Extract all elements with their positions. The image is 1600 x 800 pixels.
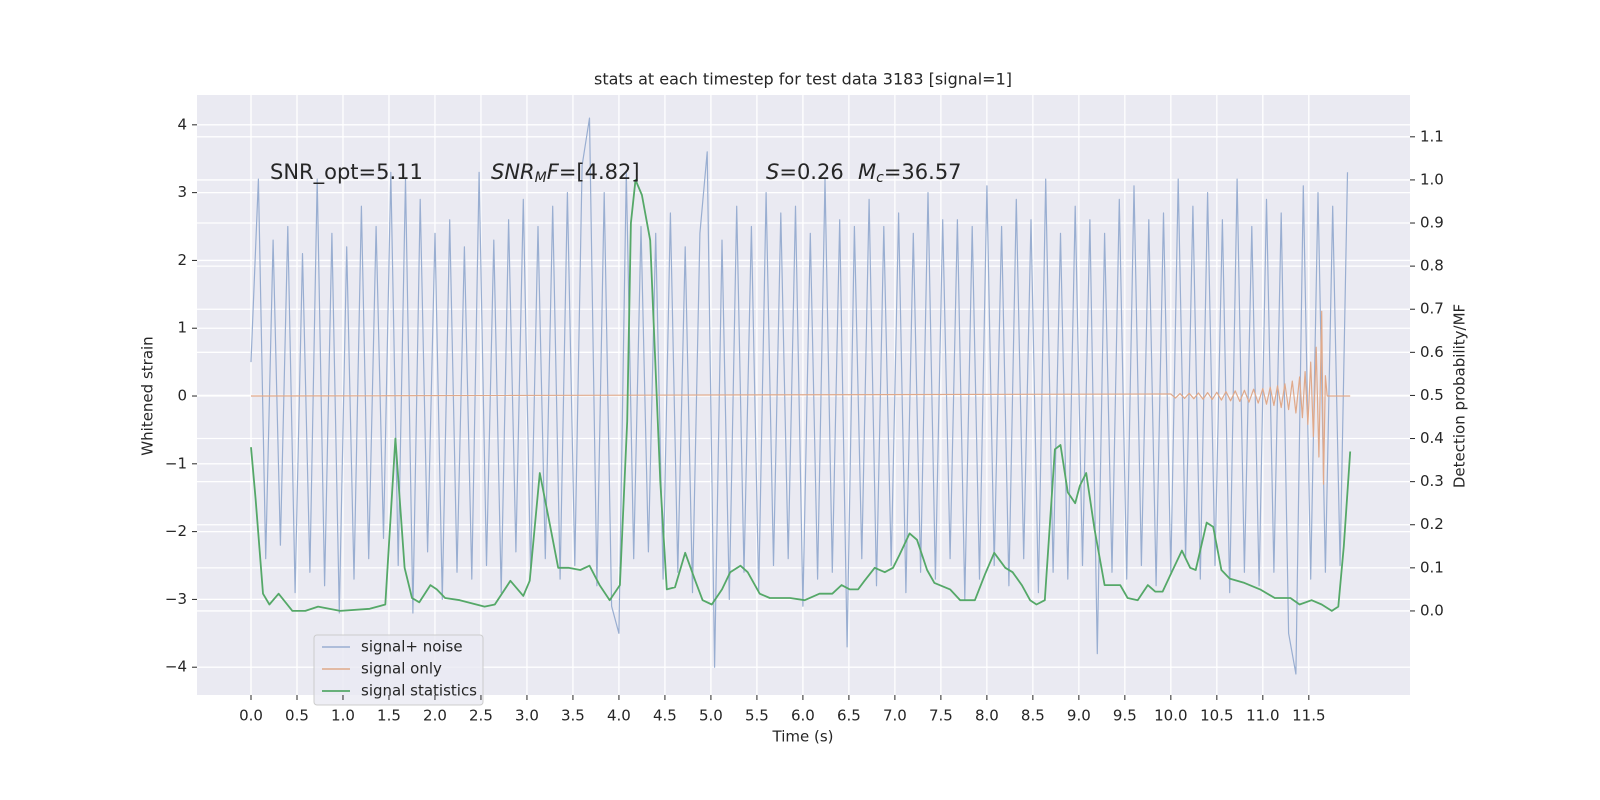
legend: signal+ noise signal only signal statistic… — [313, 634, 484, 706]
y2-tick-label: 0.0 — [1420, 601, 1444, 619]
x-tick-label: 7.0 — [883, 707, 907, 725]
y-tick-label: 1 — [177, 319, 187, 337]
y2-tick-label: 1.1 — [1420, 127, 1444, 145]
x-tick-label: 0.5 — [285, 707, 309, 725]
annotation-part: SNR_opt=5.11 — [270, 160, 423, 185]
y2-tick-label: 0.6 — [1420, 343, 1444, 361]
y-tick-label: −3 — [165, 590, 187, 608]
annotation-part: =0.26 — [779, 160, 843, 184]
x-tick-label: 10.0 — [1154, 707, 1187, 725]
y-tick-label: −4 — [165, 658, 187, 676]
annotation-part: S — [766, 160, 779, 184]
x-tick-label: 5.5 — [745, 707, 769, 725]
chart-title: stats at each timestep for test data 318… — [594, 70, 1012, 89]
annotation-part: F — [547, 160, 560, 184]
x-axis-label: Time (s) — [772, 728, 834, 746]
annotation: S=0.26 — [766, 160, 844, 184]
annotation: SNRMF=[4.82] — [491, 160, 640, 186]
annotation-part: =[4.82] — [559, 160, 640, 184]
x-tick-label: 4.0 — [607, 707, 631, 725]
y-axis-label: Whitened strain — [139, 336, 157, 455]
annotation: Mc=36.57 — [858, 160, 962, 186]
x-tick-label: 3.0 — [515, 707, 539, 725]
annotation-part: c — [876, 170, 884, 186]
annotation-part: =36.57 — [884, 160, 962, 184]
legend-box — [313, 634, 484, 706]
y2-tick-label: 1.0 — [1420, 170, 1444, 188]
y2-tick-label: 0.9 — [1420, 214, 1444, 232]
legend-label: signal statistics — [361, 682, 477, 700]
annotation: SNR_opt=5.11 — [270, 160, 423, 185]
annotation-part: SNR — [491, 160, 535, 184]
y2-tick-label: 0.5 — [1420, 386, 1444, 404]
x-tick-label: 5.0 — [699, 707, 723, 725]
x-tick-label: 8.5 — [1021, 707, 1045, 725]
y2-tick-label: 0.4 — [1420, 429, 1444, 447]
x-tick-label: 4.5 — [653, 707, 677, 725]
legend-label: signal only — [361, 660, 442, 678]
annotation-part: M — [535, 170, 547, 186]
x-tick-label: 1.5 — [377, 707, 401, 725]
x-tick-label: 2.5 — [469, 707, 493, 725]
y2-tick-label: 0.2 — [1420, 515, 1444, 533]
x-tick-label: 6.0 — [791, 707, 815, 725]
y2-tick-label: 0.7 — [1420, 300, 1444, 318]
y2-axis-label: Detection probability/MF — [1451, 304, 1469, 488]
annotations: SNR_opt=5.11 SNRMF=[4.82] S=0.26 Mc=36.57 — [270, 160, 962, 186]
y-tick-label: 3 — [177, 183, 187, 201]
x-tick-label: 2.0 — [423, 707, 447, 725]
x-tick-label: 9.5 — [1113, 707, 1137, 725]
x-tick-label: 10.5 — [1200, 707, 1233, 725]
series-line — [250, 310, 1351, 485]
annotation-part: M — [858, 160, 876, 184]
y2-tick-label: 0.8 — [1420, 257, 1444, 275]
y-tick-label: 2 — [177, 251, 187, 269]
marks — [250, 117, 1352, 675]
series-line — [250, 179, 1352, 612]
y2-tick-label: 0.1 — [1420, 558, 1444, 576]
x-tick-label: 11.5 — [1292, 707, 1325, 725]
x-tick-label: 8.0 — [975, 707, 999, 725]
y-tick-label: −1 — [165, 454, 187, 472]
x-tick-label: 6.5 — [837, 707, 861, 725]
x-tick-label: 11.0 — [1246, 707, 1279, 725]
x-tick-label: 7.5 — [929, 707, 953, 725]
x-tick-label: 3.5 — [561, 707, 585, 725]
legend-label: signal+ noise — [361, 638, 463, 656]
x-tick-label: 0.0 — [239, 707, 263, 725]
y-tick-label: 0 — [177, 387, 187, 405]
series-line — [250, 117, 1349, 675]
x-tick-label: 9.0 — [1067, 707, 1091, 725]
y-tick-label: 4 — [177, 115, 187, 133]
x-tick-label: 1.0 — [331, 707, 355, 725]
y2-tick-label: 0.3 — [1420, 472, 1444, 490]
y-tick-label: −2 — [165, 522, 187, 540]
